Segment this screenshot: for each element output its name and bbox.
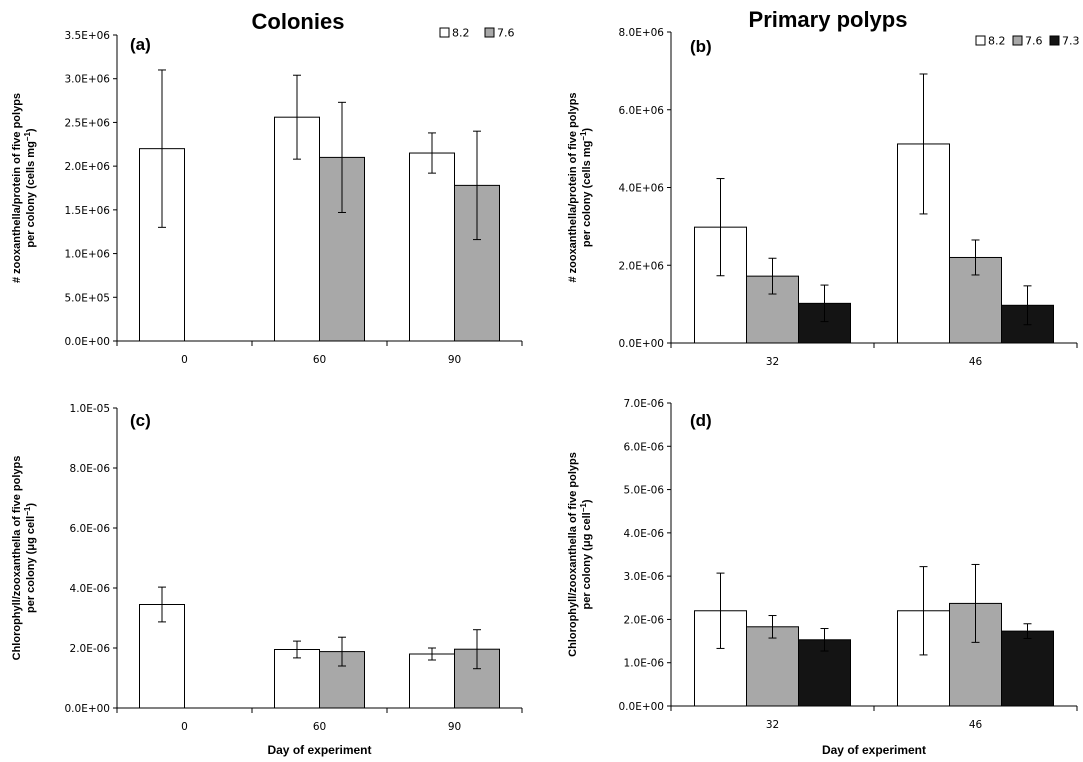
error-bar	[716, 572, 725, 649]
error-bar	[293, 640, 301, 659]
y-axis-label-c: Chlorophyll/zooxanthella of five polyps p…	[11, 456, 37, 661]
error-bar	[971, 563, 980, 643]
panel-b: 0.0E+00 2.0E+06 4.0E+06 6.0E+06 8.0E+06 32 46 (…	[567, 27, 1080, 368]
error-bar	[473, 130, 481, 241]
y-tick-label: 2.0E+06	[65, 161, 111, 173]
y-tick-label: 5.0E+05	[65, 292, 111, 304]
y-axis-label-d: Chlorophyll/zooxanthella of five polyps p…	[567, 452, 593, 657]
x-tick-label: 0	[181, 721, 188, 733]
y-tick-label: 0.0E+00	[619, 338, 665, 350]
y-tick-label: 2.5E+06	[65, 117, 111, 129]
y-tick-label: 4.0E-06	[624, 528, 665, 540]
y-tick-label: 0.0E+00	[65, 336, 111, 348]
error-bar	[158, 69, 166, 228]
y-tick-label: 7.0E-06	[624, 398, 665, 410]
y-tick-label: 3.0E+06	[65, 74, 111, 86]
error-bar	[768, 615, 777, 639]
x-tick-label: 60	[313, 721, 326, 733]
legend-swatch-73	[1049, 35, 1060, 46]
y-tick-label: 6.0E+06	[619, 105, 665, 117]
legend-swatch-76	[1012, 35, 1023, 46]
x-tick-label: 0	[181, 354, 188, 366]
x-tick-label: 60	[313, 354, 326, 366]
panel-c: 0.0E+00 2.0E-06 4.0E-06 6.0E-06 8.0E-06 1.0E-…	[11, 403, 523, 757]
error-bar	[768, 257, 777, 295]
primary-polyps-title: Primary polyps	[749, 7, 908, 32]
chart-panels: 0.0E+00 5.0E+05 1.0E+06 1.5E+06 2.0E+06 2.5E+…	[11, 27, 1080, 758]
error-bar	[919, 73, 928, 215]
error-bar	[158, 586, 166, 623]
panel-label-d: (d)	[690, 411, 712, 430]
y-tick-label: 4.0E+06	[619, 183, 665, 195]
legend-label: 7.6	[1025, 35, 1043, 48]
bar-ph-82-90	[409, 152, 455, 342]
bar-ph-76-32	[746, 626, 799, 707]
y-tick-label: 5.0E-06	[624, 485, 665, 497]
error-bar	[293, 74, 301, 160]
panel-a: 0.0E+00 5.0E+05 1.0E+06 1.5E+06 2.0E+06 2.5E+…	[11, 27, 523, 366]
error-bar	[820, 284, 829, 323]
y-tick-label: 1.0E-05	[70, 403, 110, 415]
error-bar	[428, 647, 436, 661]
y-tick-label: 3.5E+06	[65, 30, 111, 42]
error-bar	[1023, 623, 1032, 639]
x-tick-label: 90	[448, 721, 461, 733]
legend-label: 8.2	[452, 27, 470, 40]
panel-label-b: (b)	[690, 37, 712, 56]
y-tick-label: 4.0E-06	[70, 583, 111, 595]
panel-d: 0.0E+00 1.0E-06 2.0E-06 3.0E-06 4.0E-06 5.0E-…	[567, 398, 1078, 757]
x-tick-label: 32	[766, 719, 779, 731]
x-tick-label: 46	[969, 719, 983, 731]
y-tick-label: 0.0E+00	[619, 701, 665, 713]
error-bar	[716, 178, 725, 277]
error-bar	[1023, 285, 1032, 326]
x-axis-label-d: Day of experiment	[822, 743, 926, 757]
y-tick-label: 8.0E+06	[619, 27, 665, 39]
legend-label: 8.2	[988, 35, 1006, 48]
error-bar	[473, 629, 481, 670]
x-tick-label: 32	[766, 356, 779, 368]
y-tick-label: 1.0E+06	[65, 249, 111, 261]
legend-swatch-76	[484, 27, 495, 38]
y-tick-label: 0.0E+00	[65, 703, 111, 715]
bar-ph-82-90	[409, 653, 455, 709]
error-bar	[919, 566, 928, 656]
legend-b: 8.2 7.6 7.3	[975, 35, 1080, 48]
legend-label: 7.6	[497, 27, 515, 40]
error-bar	[338, 101, 346, 213]
y-tick-label: 3.0E-06	[624, 571, 665, 583]
bar-ph-73-46	[1001, 630, 1054, 707]
error-bar	[338, 636, 346, 667]
y-tick-label: 6.0E-06	[70, 523, 111, 535]
y-tick-label: 1.5E+06	[65, 205, 111, 217]
error-bar	[820, 628, 829, 652]
y-axis-label-b: # zooxanthella/protein of five polyps per…	[567, 92, 593, 282]
legend-swatch-82	[975, 35, 986, 46]
error-bar	[428, 132, 436, 174]
y-tick-label: 2.0E-06	[624, 614, 665, 626]
y-tick-label: 8.0E-06	[70, 463, 111, 475]
y-axis-label-a: # zooxanthella/protein of five polyps per…	[11, 93, 37, 283]
y-tick-label: 6.0E-06	[624, 441, 665, 453]
y-tick-label: 2.0E-06	[70, 643, 111, 655]
panel-label-a: (a)	[130, 35, 151, 54]
x-axis-label-c: Day of experiment	[267, 743, 371, 757]
legend-label: 7.3	[1062, 35, 1080, 48]
colonies-title: Colonies	[252, 9, 345, 34]
x-tick-label: 90	[448, 354, 461, 366]
y-tick-label: 2.0E+06	[619, 260, 665, 272]
x-tick-label: 46	[969, 356, 983, 368]
panel-label-c: (c)	[130, 411, 151, 430]
legend-a: 8.2 7.6	[439, 27, 515, 40]
y-tick-label: 1.0E-06	[624, 658, 665, 670]
error-bar	[971, 239, 980, 276]
legend-swatch-82	[439, 27, 450, 38]
